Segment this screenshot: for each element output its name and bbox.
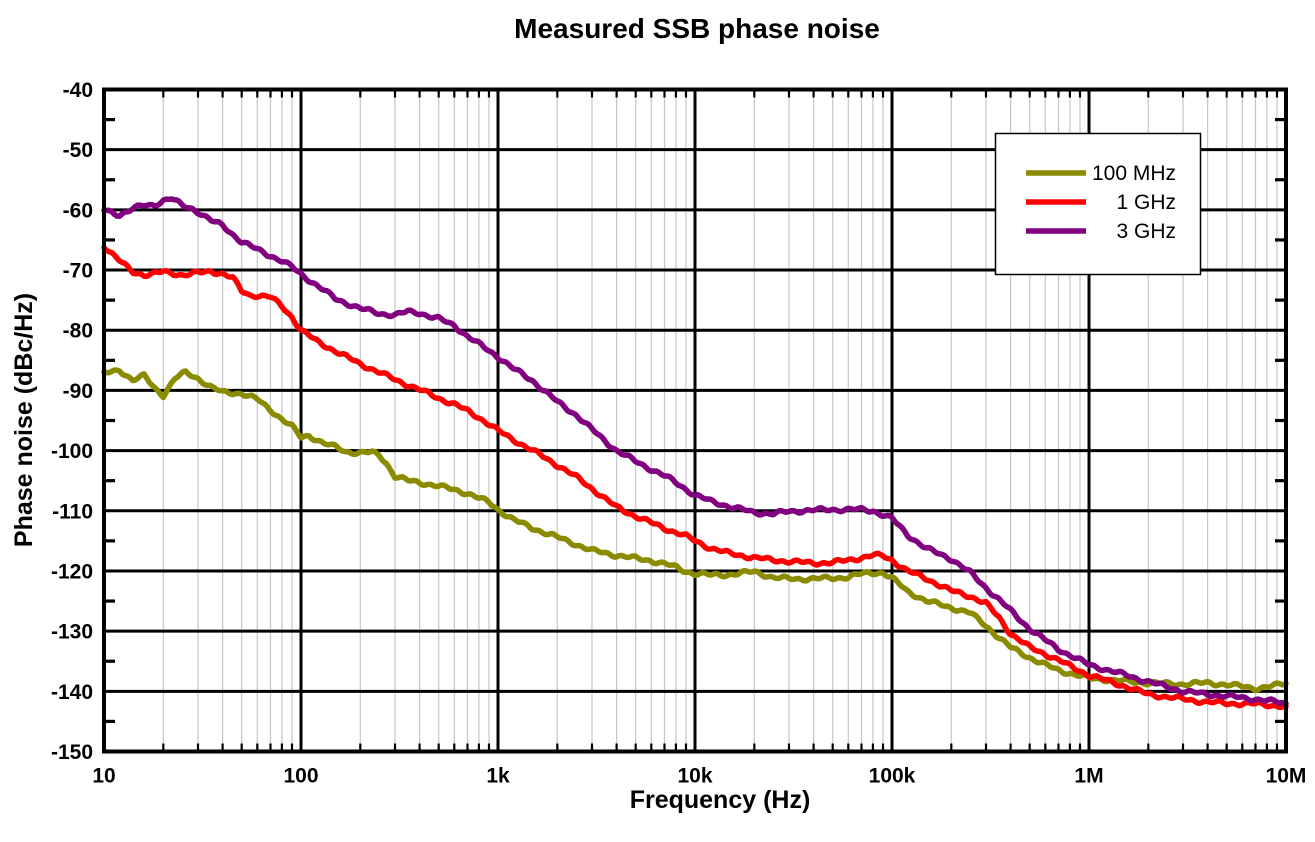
x-tick-label: 10 [92,765,115,788]
y-tick-label: -90 [63,380,93,403]
series-line-1-ghz [101,245,1289,711]
x-tick-label: 1M [1074,765,1103,788]
y-tick-label: -130 [51,621,93,644]
y-tick-label: -120 [51,560,93,583]
y-tick-label: -40 [63,79,93,102]
plot-border [102,87,1288,754]
y-tick-label: -60 [63,199,93,222]
y-tick-label: -110 [52,500,93,523]
y-tick-label: -80 [63,320,93,343]
legend-entry-label: 3 GHz [1116,220,1176,243]
chart-title: Measured SSB phase noise [514,13,880,44]
legend-entry-label: 1 GHz [1116,191,1176,214]
x-tick-label: 10M [1266,765,1307,788]
y-tick-label: -50 [63,139,93,162]
y-tick-label: -100 [51,440,93,463]
y-axis-title: Phase noise (dBc/Hz) [10,293,38,547]
y-tick-label: -150 [51,741,93,764]
x-axis-title: Frequency (Hz) [630,786,811,814]
x-tick-label: 100 [283,765,318,788]
y-tick-label: -70 [63,260,93,283]
y-tick-label: -140 [51,681,93,704]
x-tick-label: 100k [869,765,916,788]
legend-entry-label: 100 MHz [1092,162,1176,185]
series-line-3-ghz [101,196,1289,707]
x-tick-label: 10k [677,765,712,788]
x-tick-label: 1k [486,765,510,788]
